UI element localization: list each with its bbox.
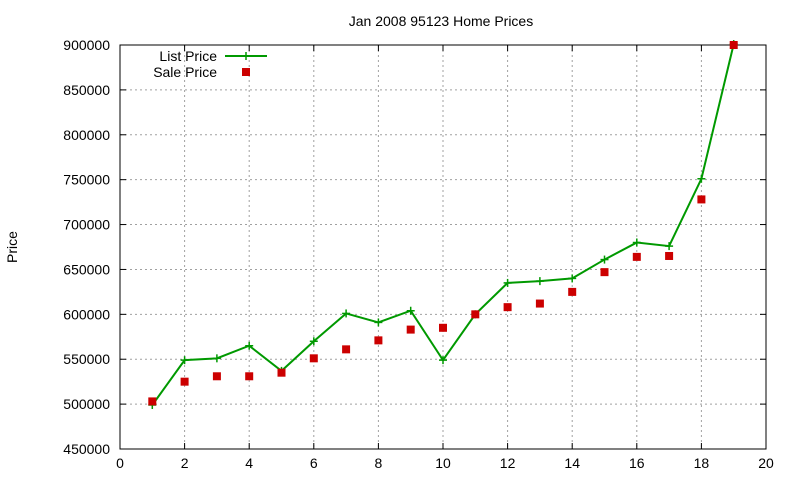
- grid-lines: [120, 45, 766, 449]
- sale-price-point: [697, 195, 706, 204]
- sale-price-point: [600, 268, 609, 277]
- y-tick-label: 900000: [63, 37, 110, 53]
- sale-price-point: [729, 41, 738, 49]
- list-price-point: [342, 309, 351, 318]
- sale-price-point: [277, 368, 286, 377]
- y-tick-label: 600000: [63, 306, 110, 322]
- sale-price-point: [180, 377, 189, 386]
- chart-title: Jan 2008 95123 Home Prices: [349, 13, 533, 29]
- x-tick-label: 6: [310, 455, 318, 471]
- list-price-point: [309, 337, 318, 346]
- sale-price-point: [632, 252, 641, 261]
- list-price-point: [374, 318, 383, 327]
- x-tick-label: 10: [435, 455, 451, 471]
- x-tick-label: 16: [629, 455, 645, 471]
- list-price-point: [697, 174, 706, 183]
- y-tick-label: 750000: [63, 172, 110, 188]
- list-price-point: [212, 354, 221, 363]
- list-price-point: [406, 306, 415, 315]
- sale-price-point: [568, 287, 577, 296]
- x-tick-label: 0: [116, 455, 124, 471]
- sale-price-point: [374, 336, 383, 345]
- y-tick-label: 850000: [63, 82, 110, 98]
- list-price-point: [245, 341, 254, 350]
- sale-price-point: [342, 345, 351, 354]
- list-price-point: [180, 356, 189, 365]
- sale-price-point: [212, 372, 221, 381]
- y-axis-tick-labels: 450000 500000 550000 600000 650000 700000 7500…: [63, 37, 110, 457]
- legend-marker: [242, 52, 250, 60]
- x-tick-label: 14: [564, 455, 580, 471]
- y-tick-label: 500000: [63, 396, 110, 412]
- x-tick-label: 4: [245, 455, 253, 471]
- list-price-point: [632, 238, 641, 247]
- sale-price-point: [148, 397, 157, 406]
- x-tick-label: 18: [694, 455, 710, 471]
- y-axis-label: Price: [4, 231, 20, 263]
- legend-label: Sale Price: [153, 64, 217, 80]
- sale-price-point: [309, 354, 318, 363]
- x-tick-label: 20: [758, 455, 774, 471]
- sale-price-point: [665, 251, 674, 260]
- list-price-point: [665, 242, 674, 251]
- sale-price-point: [471, 310, 480, 319]
- y-tick-label: 650000: [63, 261, 110, 277]
- y-tick-label: 550000: [63, 351, 110, 367]
- sale-price-point: [439, 323, 447, 332]
- list-price-point: [535, 277, 544, 286]
- x-tick-label: 2: [181, 455, 189, 471]
- legend-label: List Price: [159, 48, 217, 64]
- series-layer: [148, 40, 738, 410]
- list-price-point: [600, 255, 609, 264]
- sale-price-point: [503, 303, 512, 312]
- sale-price-point: [406, 325, 415, 334]
- x-tick-label: 8: [375, 455, 383, 471]
- y-tick-label: 800000: [63, 127, 110, 143]
- list-price-point: [503, 278, 512, 287]
- x-tick-label: 12: [500, 455, 516, 471]
- sale-price-point: [245, 372, 254, 381]
- sale-price-point: [535, 299, 544, 308]
- y-tick-label: 450000: [63, 441, 110, 457]
- legend-marker: [242, 68, 250, 76]
- y-tick-label: 700000: [63, 217, 110, 233]
- list-price-point: [568, 274, 577, 283]
- x-axis-tick-labels: 0 2 4 6 8 10 12 14 16 18 20: [116, 455, 774, 471]
- list-price-point: [439, 356, 447, 365]
- axis-ticks: [119, 44, 767, 450]
